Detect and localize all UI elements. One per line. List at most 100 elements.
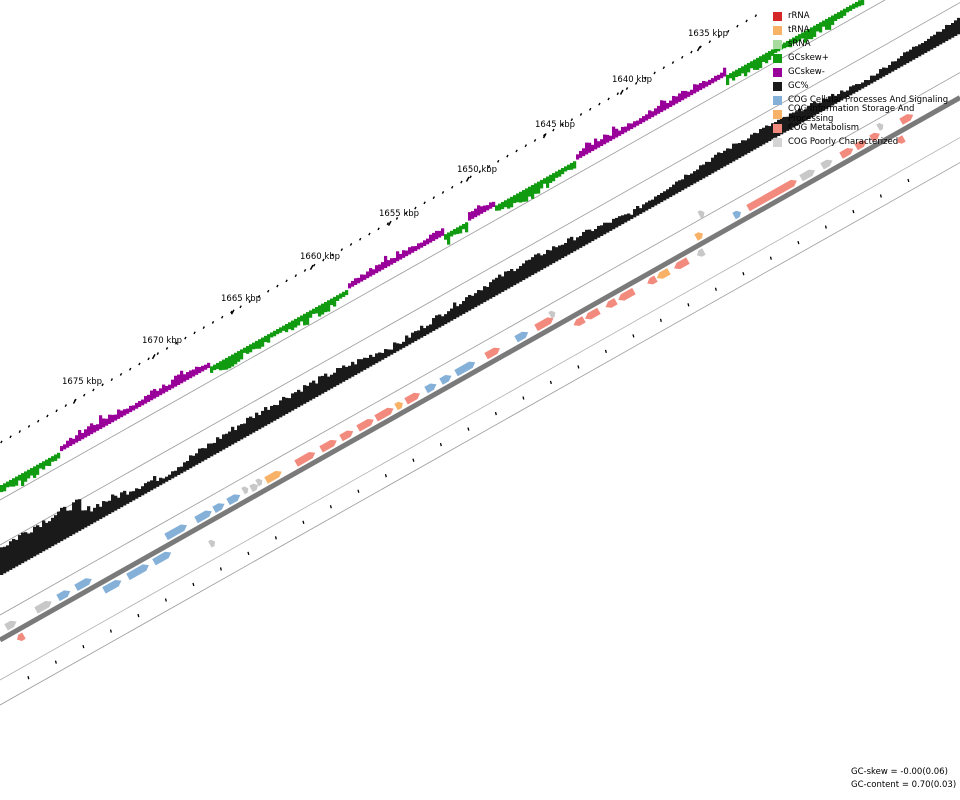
gc-skew-positive-bar — [840, 10, 844, 19]
gc-content-bar — [147, 481, 151, 492]
gc-content-bar — [351, 361, 355, 377]
gc-content-bar — [468, 294, 472, 311]
gc-skew-negative-bar — [90, 423, 94, 435]
gc-skew-positive-bar — [24, 471, 28, 482]
gc-content-bar — [111, 494, 115, 513]
gc-skew-negative-bar — [369, 268, 373, 277]
gc-skew-negative-bar — [684, 90, 688, 99]
gc-content-bar — [81, 510, 85, 530]
gene-arrow — [126, 564, 149, 581]
gc-content-bar — [183, 462, 187, 472]
minor-tick — [349, 243, 353, 246]
gc-content-bar — [324, 373, 328, 392]
gc-skew-negative-bar — [144, 396, 148, 404]
gc-content-bar — [276, 405, 280, 420]
gene-arrow — [899, 114, 914, 125]
gc-skew-negative-bar — [138, 401, 142, 408]
legend-item-cog-poorly: COG Poorly Characterized — [773, 135, 960, 149]
gc-content-bar — [270, 405, 274, 423]
gc-skew-negative-bar — [192, 369, 196, 377]
gc-content-bar — [897, 58, 901, 69]
gc-content-bar — [411, 332, 415, 343]
legend-item-cog-metabolism: COG Metabolism — [773, 121, 960, 135]
gc-content-bar — [213, 442, 217, 455]
gene-arrow — [157, 551, 172, 563]
gc-content-bar — [762, 127, 766, 145]
gc-content-bar — [435, 315, 439, 330]
gc-content-bar — [255, 412, 259, 431]
gc-skew-positive-bar — [561, 168, 565, 175]
gc-content-bar — [39, 527, 43, 553]
gc-skew-positive-bar — [741, 66, 745, 74]
gc-skew-negative-bar — [132, 405, 136, 411]
gc-skew-positive-bar — [243, 347, 247, 353]
gc-skew-positive-bar — [315, 307, 319, 314]
gene-arrow — [356, 419, 374, 432]
gc-skew-positive-bar — [777, 45, 781, 52]
gc-skew-positive-bar — [831, 15, 835, 25]
gc-content-bar — [588, 229, 592, 243]
gc-skew-positive-bar — [543, 178, 547, 184]
gene-arrow — [897, 135, 906, 144]
legend-swatch — [773, 95, 782, 105]
gc-content-bar — [723, 150, 727, 167]
gc-skew-negative-bar — [585, 142, 589, 155]
gc-content-bar — [264, 407, 268, 426]
gc-skew-positive-bar — [54, 454, 58, 461]
gc-content-bar — [696, 169, 700, 182]
gc-skew-negative-bar — [639, 118, 643, 124]
gc-content-bar — [906, 51, 910, 64]
minor-tick — [266, 289, 270, 293]
gc-content-bar — [222, 434, 226, 450]
legend-item-cog-information: COG Information Storage And Processing — [773, 104, 960, 124]
gene-arrow — [534, 317, 554, 332]
gc-skew-positive-bar — [837, 12, 841, 20]
gc-skew-negative-bar — [171, 379, 175, 389]
gc-content-bar — [420, 325, 424, 338]
gc-skew-negative-bar — [582, 148, 586, 157]
major-tick — [309, 264, 314, 271]
gc-skew-negative-bar — [408, 247, 412, 255]
gc-skew-positive-bar — [276, 329, 280, 335]
tick-label-1640: 1640 kbp — [612, 75, 652, 85]
gc-skew-negative-bar — [696, 84, 700, 92]
gc-skew-negative-bar — [471, 211, 475, 219]
gc-content-bar — [885, 67, 889, 75]
gc-skew-positive-bar — [306, 312, 310, 325]
gc-skew-negative-bar — [348, 283, 352, 289]
gc-content-bar — [228, 431, 232, 447]
gc-content-bar — [258, 415, 262, 430]
gc-content-bar — [45, 522, 49, 550]
gc-content-bar — [702, 164, 706, 179]
gc-content-bar — [459, 304, 463, 316]
minor-tick — [211, 320, 215, 324]
gc-skew-negative-bar — [111, 414, 115, 423]
minor-tick — [165, 346, 169, 350]
gene-arrow — [194, 510, 212, 524]
gc-skew-negative-bar — [126, 408, 130, 414]
gc-content-bar — [591, 231, 595, 242]
gc-skew-positive-bar — [558, 169, 562, 177]
gc-content-bar — [399, 343, 403, 350]
gc-content-bar — [585, 229, 589, 245]
gene-arrow — [799, 169, 815, 182]
gc-content-bar — [903, 52, 907, 65]
legend-item-rrna: rRNA — [773, 9, 960, 23]
gc-content-bar — [126, 494, 130, 504]
gc-content-bar — [252, 418, 256, 433]
gc-skew-negative-bar — [666, 102, 670, 109]
gc-skew-negative-bar — [177, 374, 181, 385]
gc-skew-negative-bar — [621, 126, 625, 135]
gc-content-bar — [627, 213, 631, 221]
gc-skew-positive-bar — [249, 344, 253, 353]
minor-tick — [294, 274, 298, 278]
gc-content-bar — [954, 20, 958, 36]
minor-tick — [717, 35, 721, 38]
inner-tick — [549, 380, 552, 385]
gc-content-bar — [519, 266, 523, 282]
gc-skew-positive-bar — [498, 203, 502, 211]
gc-content-bar — [87, 506, 91, 526]
gc-content-bar — [576, 237, 580, 250]
gc-skew-positive-bar — [39, 462, 43, 469]
gene-arrow — [74, 578, 92, 591]
